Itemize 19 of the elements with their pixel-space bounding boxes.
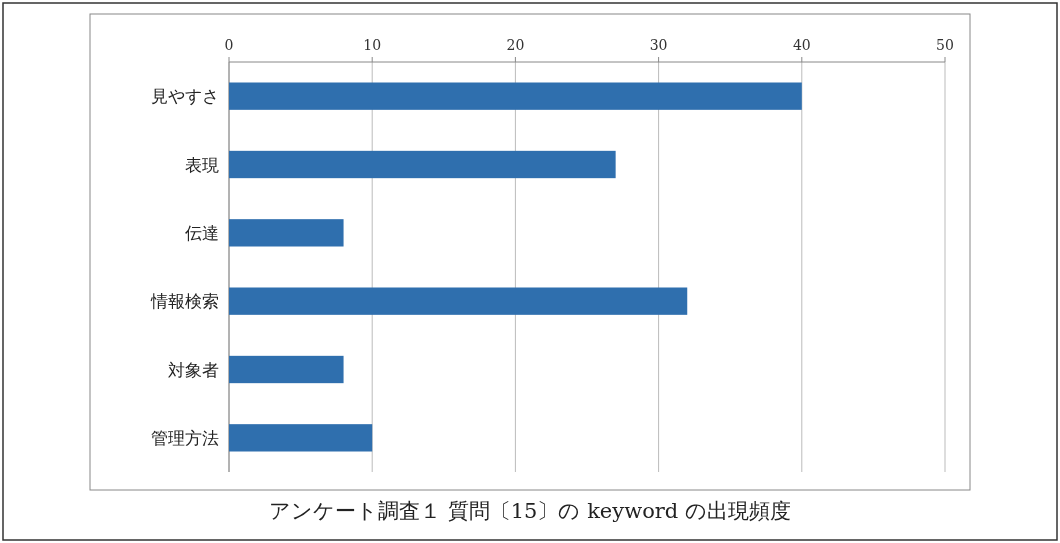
x-tick-label: 30 [649, 37, 668, 53]
bar [229, 150, 616, 179]
bar [229, 82, 802, 110]
y-tick-label: 情報検索 [150, 292, 219, 312]
y-tick-label: 管理方法 [151, 428, 219, 448]
x-tick-label: 20 [506, 37, 525, 53]
bar [229, 219, 344, 247]
x-tick-label: 50 [936, 37, 954, 53]
x-tick-label: 10 [363, 37, 382, 53]
y-tick-label: 伝達 [185, 223, 219, 243]
y-tick-label: 見やすさ [151, 87, 219, 107]
x-tick-label: 0 [224, 37, 234, 53]
y-tick-label: 対象者 [168, 360, 219, 380]
bar [229, 287, 688, 315]
bar [229, 355, 344, 384]
bar [229, 424, 373, 452]
text: アンケート調査１ 質問〔15〕の keyword の出現頻度 [269, 499, 791, 523]
x-tick-label: 40 [792, 37, 811, 53]
y-tick-label: 表現 [185, 155, 219, 175]
